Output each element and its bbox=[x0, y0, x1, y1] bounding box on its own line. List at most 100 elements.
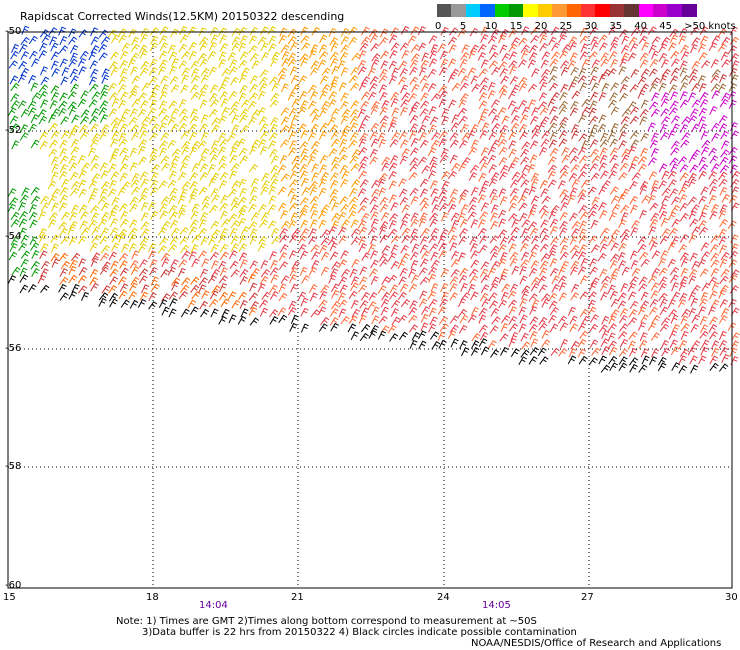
wind-barb bbox=[257, 283, 266, 293]
wind-barb bbox=[588, 282, 598, 292]
wind-barb bbox=[158, 108, 168, 117]
wind-barb bbox=[291, 162, 300, 172]
wind-barb bbox=[158, 180, 168, 189]
legend-label: 35 bbox=[609, 21, 623, 32]
wind-barb bbox=[71, 283, 80, 293]
wind-barb bbox=[410, 212, 419, 222]
wind-barb bbox=[138, 243, 147, 253]
wind-barb bbox=[460, 52, 470, 61]
wind-barb bbox=[269, 148, 278, 158]
wind-barb bbox=[649, 298, 659, 308]
wind-barb bbox=[339, 131, 349, 140]
wind-barb bbox=[589, 323, 599, 333]
wind-barb bbox=[78, 179, 87, 189]
wind-barb bbox=[508, 148, 517, 158]
wind-barb bbox=[468, 268, 479, 277]
wind-barb bbox=[678, 186, 688, 196]
wind-barb bbox=[99, 266, 109, 275]
wind-barb bbox=[48, 113, 57, 124]
wind-barb bbox=[9, 197, 19, 206]
wind-barb bbox=[607, 131, 617, 141]
wind-barb bbox=[359, 332, 369, 342]
wind-barb bbox=[658, 282, 667, 292]
wind-barb bbox=[691, 99, 701, 108]
wind-barb bbox=[548, 314, 557, 324]
wind-barb bbox=[98, 297, 107, 307]
wind-barb bbox=[150, 210, 159, 220]
wind-barb bbox=[608, 236, 617, 246]
wind-barb bbox=[589, 266, 599, 276]
wind-barb bbox=[719, 299, 729, 308]
wind-barb bbox=[168, 170, 177, 180]
wind-barb bbox=[289, 267, 298, 277]
wind-barb bbox=[360, 307, 370, 317]
wind-barb bbox=[668, 330, 678, 340]
wind-barb bbox=[429, 50, 438, 60]
wind-barb bbox=[711, 90, 720, 99]
wind-barb bbox=[259, 299, 269, 308]
wind-barb bbox=[531, 107, 540, 117]
wind-barb bbox=[358, 236, 367, 246]
wind-barb bbox=[589, 115, 599, 125]
wind-barb bbox=[617, 300, 627, 310]
wind-barb bbox=[200, 74, 210, 84]
wind-barb bbox=[187, 26, 197, 36]
wind-barb bbox=[50, 51, 60, 61]
wind-barb bbox=[219, 138, 229, 147]
wind-barb bbox=[709, 355, 718, 365]
wind-barb bbox=[408, 324, 418, 333]
wind-barb bbox=[289, 274, 298, 284]
wind-barb bbox=[348, 26, 358, 35]
wind-barb bbox=[647, 157, 657, 166]
wind-barb bbox=[329, 268, 339, 278]
wind-barb bbox=[599, 154, 608, 164]
wind-barb bbox=[379, 68, 388, 78]
wind-barb bbox=[38, 90, 48, 100]
wind-barb bbox=[448, 58, 457, 68]
wind-barb bbox=[319, 154, 329, 164]
wind-barb bbox=[559, 189, 569, 198]
wind-barb bbox=[691, 83, 701, 92]
wind-barb bbox=[499, 236, 509, 246]
wind-barb bbox=[370, 235, 378, 245]
wind-barb bbox=[660, 108, 670, 117]
wind-barb bbox=[340, 28, 350, 37]
wind-barb bbox=[27, 107, 37, 117]
wind-barb bbox=[660, 250, 669, 260]
wind-barb bbox=[198, 219, 207, 229]
wind-barb bbox=[530, 34, 540, 44]
wind-barb bbox=[609, 42, 618, 52]
wind-barb bbox=[330, 138, 341, 147]
wind-barb bbox=[578, 228, 587, 238]
wind-barb bbox=[647, 26, 657, 35]
lon-label-24: 24 bbox=[437, 592, 450, 603]
legend-label: 15 bbox=[509, 21, 523, 32]
wind-barb bbox=[401, 213, 411, 222]
wind-barb bbox=[560, 66, 570, 76]
wind-barb bbox=[529, 305, 538, 315]
wind-barb bbox=[689, 164, 699, 173]
wind-barb bbox=[430, 283, 439, 293]
wind-barb bbox=[338, 82, 347, 92]
wind-barb bbox=[170, 84, 180, 93]
wind-barb bbox=[231, 140, 241, 149]
wind-barb bbox=[440, 212, 449, 222]
wind-barb bbox=[469, 242, 479, 252]
wind-barb bbox=[419, 188, 429, 198]
wind-barb bbox=[498, 61, 508, 70]
wind-barb bbox=[129, 147, 138, 157]
wind-barb bbox=[220, 218, 231, 227]
wind-barb bbox=[708, 42, 718, 52]
wind-barb bbox=[440, 58, 449, 68]
wind-barb bbox=[729, 347, 738, 357]
wind-barb bbox=[470, 291, 479, 301]
wind-barb bbox=[440, 283, 449, 293]
wind-barb bbox=[187, 299, 197, 309]
wind-barb bbox=[329, 188, 339, 198]
wind-barb bbox=[709, 185, 718, 196]
wind-barb bbox=[441, 108, 450, 118]
wind-barb bbox=[719, 258, 728, 268]
wind-barb bbox=[270, 57, 279, 67]
wind-barb bbox=[7, 188, 17, 197]
wind-barb bbox=[460, 204, 469, 214]
